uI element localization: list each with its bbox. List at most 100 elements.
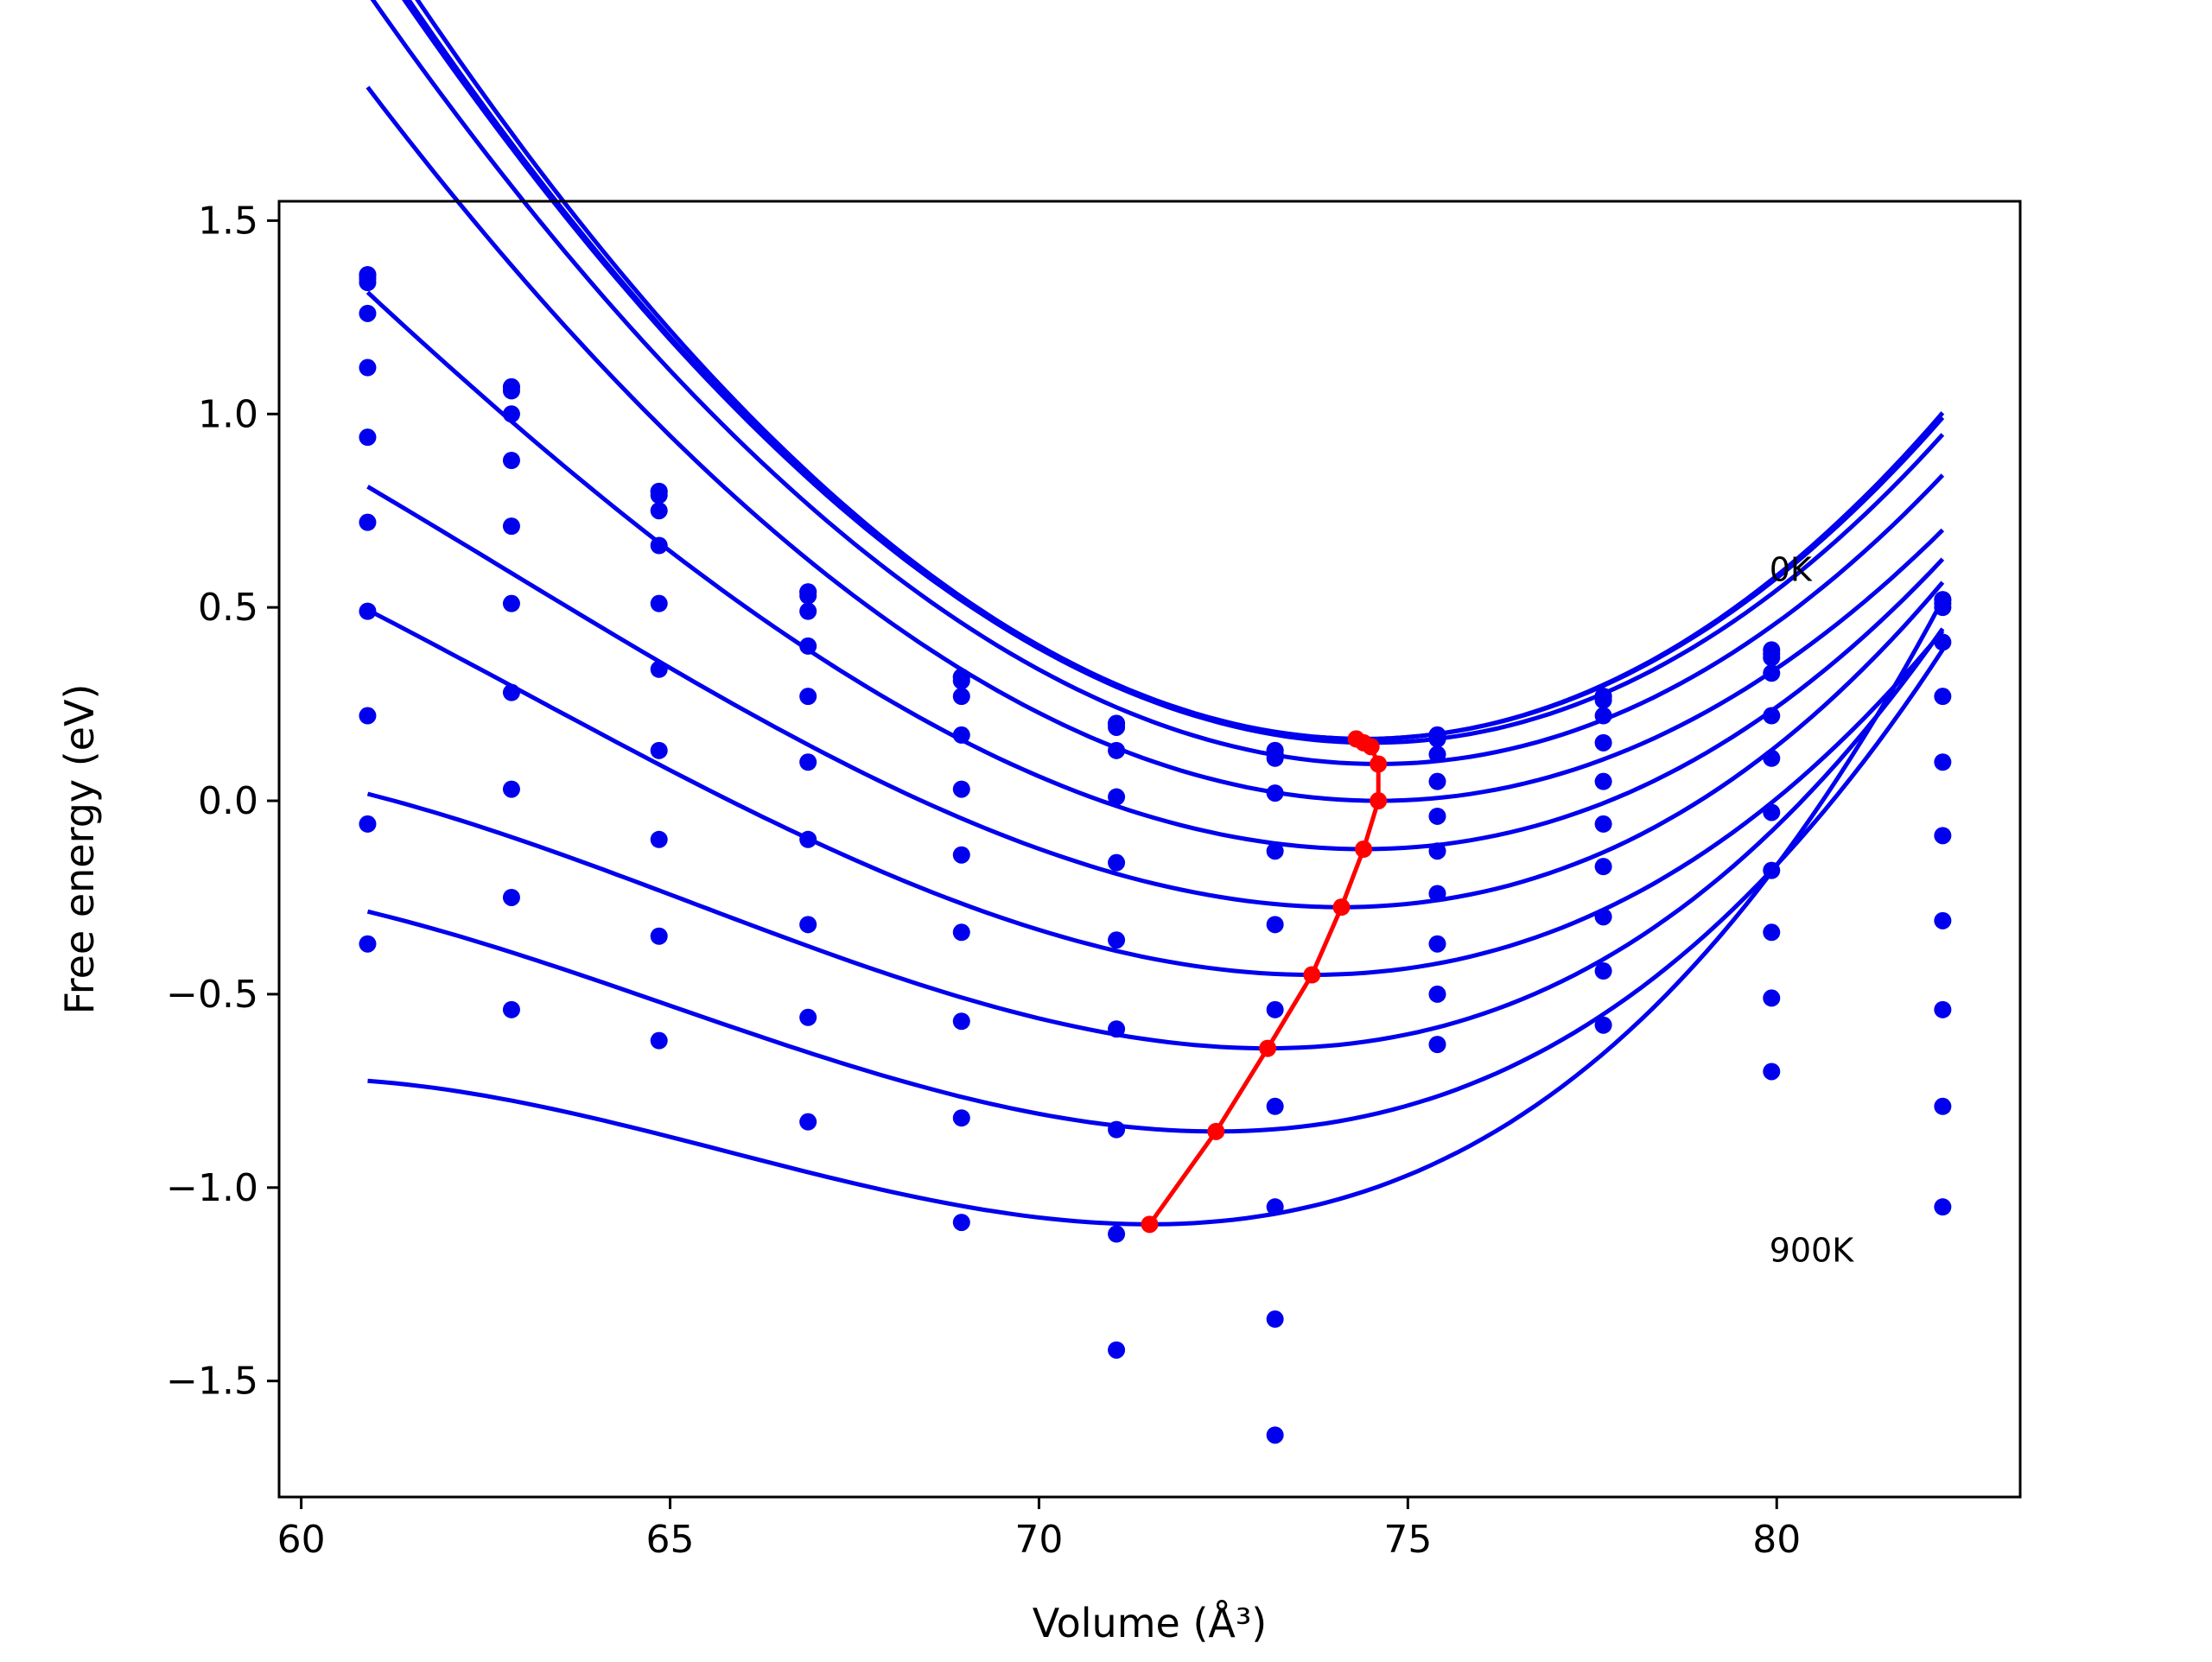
- data-point: [1108, 853, 1126, 872]
- data-point: [799, 688, 817, 706]
- data-point: [1428, 1036, 1446, 1054]
- x-tick-label: 60: [277, 1518, 326, 1562]
- data-point: [799, 753, 817, 771]
- data-point: [1763, 803, 1781, 821]
- data-point: [952, 672, 970, 690]
- data-point: [502, 888, 520, 906]
- minima-line: [1147, 737, 1381, 1226]
- data-point: [650, 486, 668, 504]
- data-point: [359, 707, 377, 725]
- data-point: [1934, 633, 1952, 651]
- data-point: [952, 923, 970, 942]
- data-point: [1934, 1000, 1952, 1018]
- x-tick-label: 80: [1752, 1518, 1801, 1562]
- data-point: [650, 830, 668, 848]
- data-point: [1763, 989, 1781, 1007]
- data-point: [1934, 753, 1952, 771]
- data-point: [1108, 1341, 1126, 1359]
- data-point: [1934, 1097, 1952, 1115]
- data-point: [1108, 1120, 1126, 1139]
- data-point: [1763, 649, 1781, 667]
- fit-curve-9: [366, 648, 1945, 1134]
- minimum-point: [1332, 898, 1351, 917]
- data-point: [952, 1214, 970, 1232]
- data-point: [650, 1031, 668, 1050]
- data-point: [799, 1008, 817, 1026]
- minimum-point: [1303, 966, 1321, 984]
- minimum-point: [1370, 792, 1388, 810]
- data-point: [1266, 1097, 1284, 1115]
- data-point: [1266, 749, 1284, 767]
- data-point: [650, 927, 668, 945]
- data-point: [1266, 1198, 1284, 1216]
- annotation-1: 900K: [1770, 1231, 1855, 1269]
- data-point: [1428, 745, 1446, 764]
- data-point: [1428, 730, 1446, 748]
- data-point: [650, 536, 668, 555]
- data-point: [502, 405, 520, 423]
- data-point: [359, 358, 377, 377]
- data-point: [1428, 772, 1446, 790]
- data-point: [1266, 784, 1284, 802]
- data-point: [1763, 664, 1781, 682]
- data-point: [1763, 1063, 1781, 1081]
- data-point: [799, 1113, 817, 1131]
- plot-frame: [277, 200, 2022, 1499]
- data-point: [799, 587, 817, 605]
- x-axis-label: Volume (Å³): [1033, 1600, 1268, 1646]
- y-axis-ticks: 1.5 1.0 0.5 0.0 −0.5 −1.0 −1.5: [166, 199, 279, 1404]
- data-point: [799, 830, 817, 848]
- data-point: [1108, 741, 1126, 759]
- data-point: [1108, 788, 1126, 806]
- data-point: [1594, 858, 1612, 876]
- minima-path: [1141, 730, 1388, 1234]
- data-point: [799, 637, 817, 655]
- data-point: [650, 741, 668, 759]
- data-point: [952, 1109, 970, 1127]
- data-point: [359, 935, 377, 953]
- y-tick-label: −1.0: [166, 1166, 258, 1210]
- minimum-point: [1362, 738, 1380, 756]
- data-point: [1594, 733, 1612, 752]
- minimum-point: [1259, 1039, 1277, 1057]
- data-point: [1266, 842, 1284, 860]
- y-tick-label: −0.5: [166, 973, 258, 1017]
- data-point: [1594, 1016, 1612, 1034]
- fit-curve-7: [366, 607, 1945, 978]
- data-point: [1763, 707, 1781, 725]
- data-point: [1763, 861, 1781, 879]
- data-point: [1266, 1426, 1284, 1444]
- minimum-point: [1355, 841, 1373, 858]
- data-point: [502, 382, 520, 400]
- data-point: [1108, 931, 1126, 949]
- data-point: [1763, 749, 1781, 767]
- data-point: [650, 660, 668, 678]
- data-point: [502, 780, 520, 798]
- data-point: [502, 1000, 520, 1018]
- data-point: [1428, 985, 1446, 1003]
- data-point: [359, 428, 377, 447]
- y-axis-label: Free energy (eV): [56, 684, 103, 1015]
- minimum-point: [1207, 1122, 1225, 1140]
- data-point: [359, 602, 377, 620]
- data-point: [1266, 916, 1284, 934]
- data-point: [1934, 827, 1952, 845]
- data-point: [1934, 911, 1952, 929]
- data-point: [1934, 688, 1952, 706]
- data-point: [1594, 908, 1612, 926]
- data-point: [502, 452, 520, 469]
- data-point: [1108, 1225, 1126, 1243]
- data-point: [1266, 1000, 1284, 1018]
- annotation-0: 0K: [1770, 550, 1813, 588]
- fit-curve-4: [365, 86, 1945, 803]
- y-tick-label: −1.5: [166, 1360, 258, 1404]
- data-points: [359, 266, 1952, 1444]
- data-point: [1763, 923, 1781, 942]
- minimum-point: [1370, 755, 1388, 773]
- data-point: [1594, 691, 1612, 709]
- y-tick-label: 0.5: [198, 586, 258, 630]
- data-point: [1108, 1020, 1126, 1038]
- data-point: [952, 1012, 970, 1031]
- annotations: 0K 900K: [1770, 550, 1855, 1269]
